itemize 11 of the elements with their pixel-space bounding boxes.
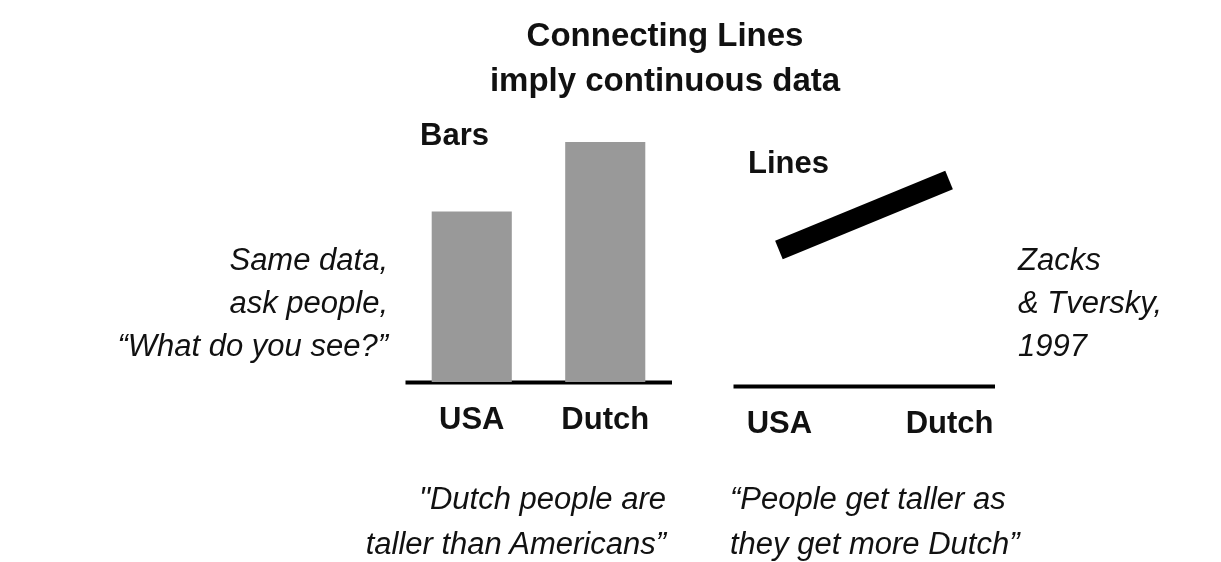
text: Zacks & Tversky, 1997: [1018, 241, 1163, 365]
text: Connecting Lines imply continuous data: [488, 15, 842, 100]
text: "Dutch people are taller than Americans”: [365, 480, 666, 562]
x-tick-label: USA: [746, 404, 813, 440]
x-tick-label: USA: [439, 400, 505, 436]
x-tick-label: Dutch: [561, 400, 650, 436]
text: Same data, ask people, “What do you see?”: [117, 241, 388, 365]
text: “People get taller as they get more Dutch”: [730, 480, 1020, 562]
chart-title: Lines: [748, 145, 829, 180]
chart-title: Bars: [420, 117, 489, 152]
x-tick-label: Dutch: [905, 404, 994, 440]
